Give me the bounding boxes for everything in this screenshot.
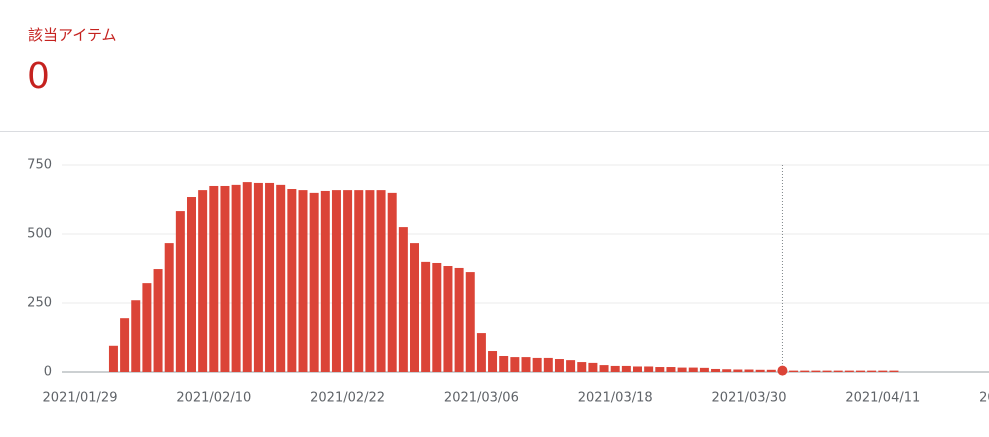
bar (432, 262, 442, 372)
bar (331, 190, 341, 372)
bar (120, 318, 130, 372)
bar (198, 190, 208, 372)
bar (398, 227, 408, 372)
bar (833, 370, 843, 372)
bar (265, 182, 275, 372)
y-tick-label: 500 (27, 227, 52, 242)
bar (599, 365, 609, 372)
bar (209, 185, 219, 372)
bar (543, 357, 553, 372)
bar (320, 190, 330, 372)
bar (844, 370, 854, 372)
bar (488, 351, 498, 372)
bar (711, 368, 721, 372)
bar (465, 272, 475, 372)
x-tick-label: 2021/03/30 (712, 391, 787, 406)
x-tick-label: 2021/04/23 (979, 391, 989, 406)
bar (621, 365, 631, 372)
bar (532, 357, 542, 372)
x-tick-label: 2021/01/29 (43, 391, 118, 406)
bar (644, 366, 654, 372)
bar (309, 192, 319, 372)
bar (677, 367, 687, 372)
bar (521, 357, 531, 372)
bar (187, 197, 196, 372)
y-tick-label: 0 (44, 365, 52, 380)
bar (421, 261, 431, 372)
bar (577, 362, 587, 372)
bar (766, 369, 776, 372)
bar (789, 370, 799, 372)
bar (856, 370, 865, 372)
bar (822, 370, 832, 372)
bar (242, 182, 252, 372)
bar (287, 189, 297, 372)
y-tick-label: 750 (27, 158, 52, 173)
bar (164, 243, 174, 372)
bar (755, 369, 765, 372)
bar (153, 269, 163, 372)
bar (108, 345, 118, 372)
bar (811, 370, 821, 372)
bar (699, 367, 709, 372)
bar (510, 357, 520, 372)
bar (566, 360, 576, 372)
bar (387, 192, 397, 372)
bar (354, 190, 364, 372)
bar (889, 370, 899, 372)
bar (175, 211, 185, 372)
x-tick-label: 2021/03/18 (578, 391, 653, 406)
divider (0, 131, 989, 132)
bar (588, 362, 598, 372)
bar (220, 185, 230, 372)
bar (276, 184, 286, 372)
metric-label: 該当アイテム (28, 26, 117, 44)
bar (376, 190, 386, 372)
bar (499, 355, 509, 372)
bar (733, 369, 743, 372)
bar (744, 369, 754, 372)
x-tick-label: 2021/04/11 (845, 391, 920, 406)
bar (476, 333, 486, 372)
bar (365, 190, 375, 372)
bar (610, 365, 620, 372)
bar (722, 369, 732, 372)
bar (688, 367, 698, 372)
hover-dot (777, 365, 788, 376)
bar (142, 283, 152, 372)
x-tick-label: 2021/02/22 (310, 391, 385, 406)
bar (800, 370, 810, 372)
bar (454, 267, 464, 372)
bar (231, 184, 241, 372)
x-tick-label: 2021/02/10 (176, 391, 251, 406)
bar (343, 190, 353, 372)
x-tick-label: 2021/03/06 (444, 391, 519, 406)
bar (253, 182, 263, 372)
bar (867, 370, 877, 372)
bar (666, 367, 676, 372)
metric-value: 0 (27, 56, 50, 97)
bar (410, 243, 419, 372)
bar (554, 359, 564, 372)
bar (298, 190, 308, 372)
bar (633, 366, 642, 372)
bar (131, 300, 141, 372)
bar (655, 367, 665, 372)
y-tick-label: 250 (27, 296, 52, 311)
bar (878, 370, 888, 372)
bar (443, 266, 453, 372)
